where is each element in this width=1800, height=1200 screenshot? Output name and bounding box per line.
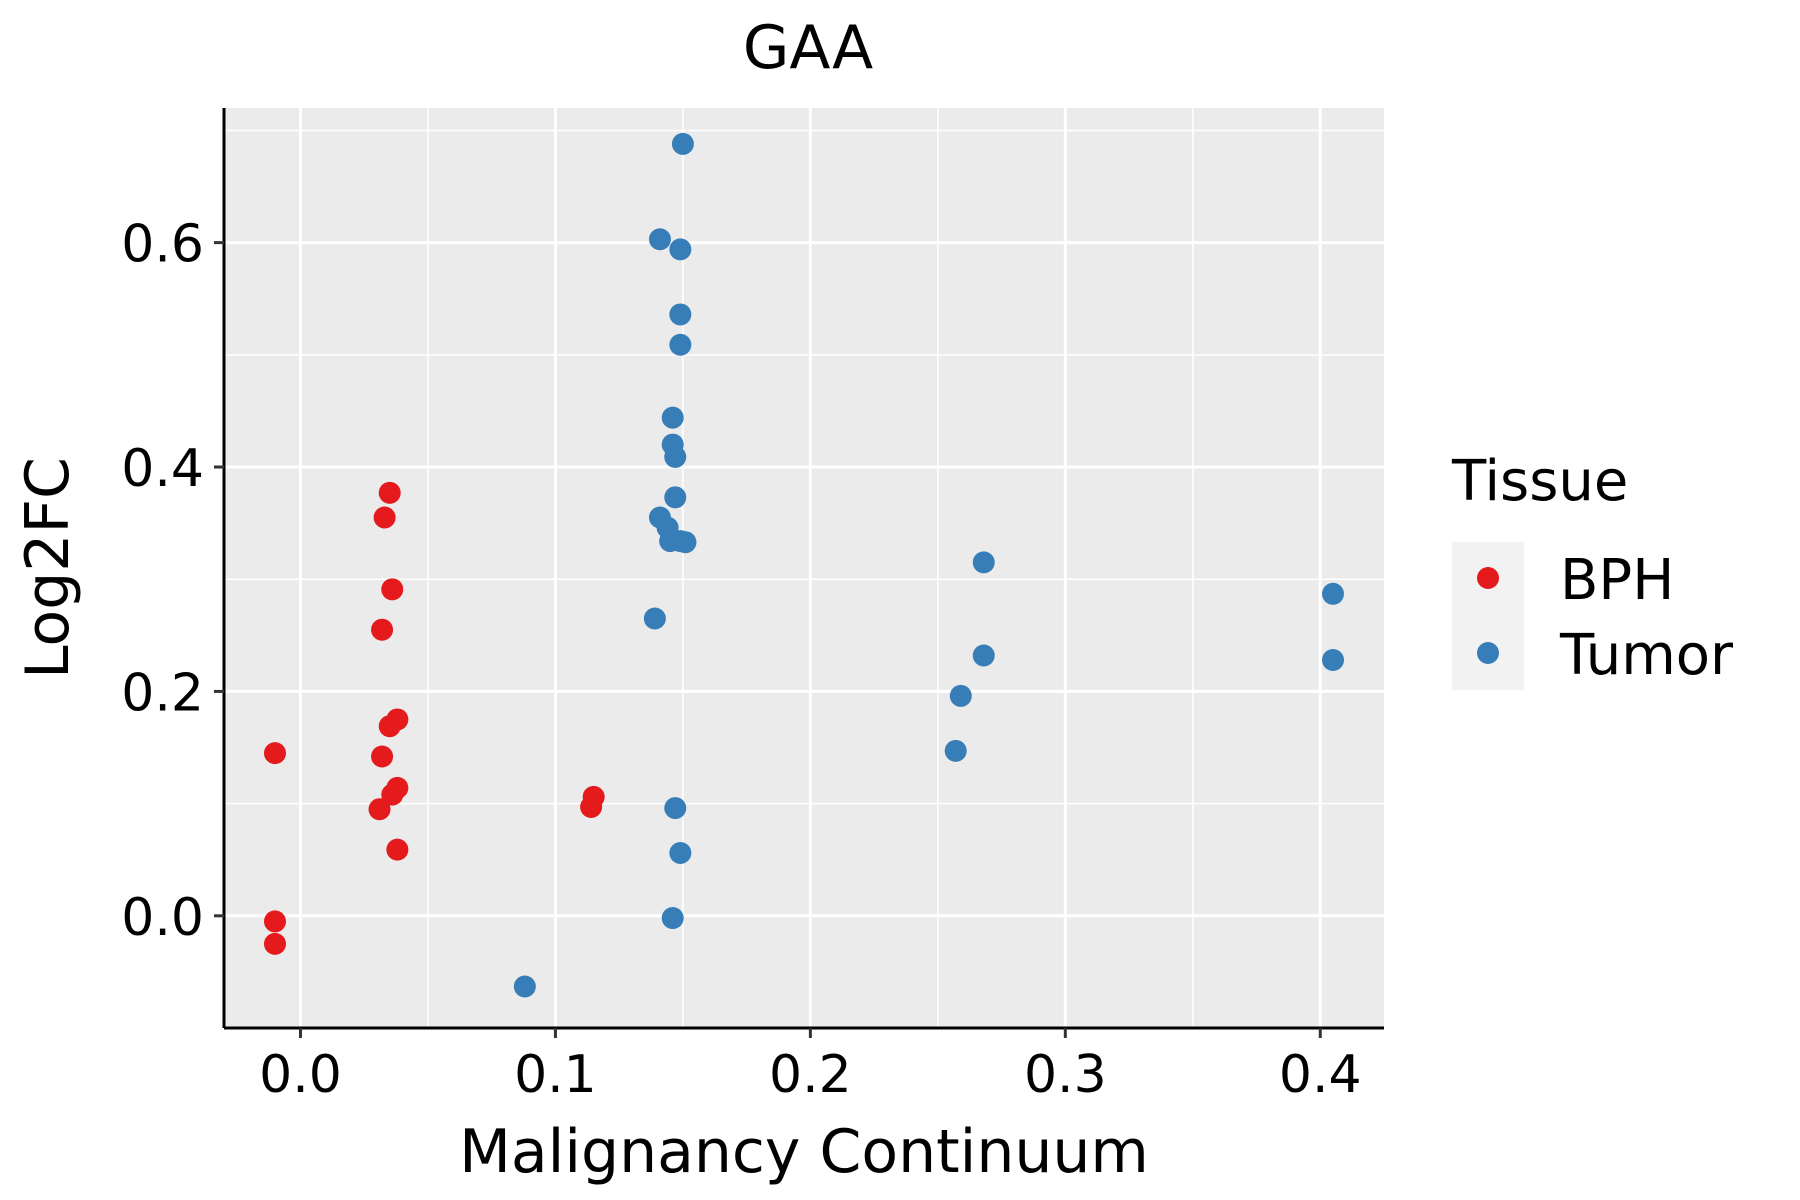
y-tick-label: 0.2 [121, 663, 204, 723]
legend-key-background [1452, 542, 1524, 690]
point-bph [580, 795, 603, 818]
point-tumor [1322, 649, 1345, 671]
y-tick-label: 0.0 [121, 888, 204, 948]
x-tick-label: 0.4 [1279, 1045, 1362, 1105]
plot-panel [224, 108, 1384, 1028]
legend-label-bph: BPH [1560, 548, 1674, 613]
y-axis-ticks: 0.0 0.2 0.4 0.6 [121, 215, 224, 948]
x-axis-ticks: 0.0 0.1 0.2 0.3 0.4 [259, 1028, 1362, 1105]
point-bph [263, 742, 286, 765]
y-tick-label: 0.4 [121, 439, 204, 499]
point-tumor [944, 739, 967, 762]
point-bph [371, 745, 394, 768]
point-tumor [669, 841, 692, 864]
y-axis-title: Log2FC [13, 457, 83, 679]
legend: Tissue BPH Tumor [1451, 449, 1734, 690]
point-bph [263, 910, 286, 933]
point-bph [371, 618, 394, 641]
point-bph [378, 715, 401, 738]
major-gridlines [224, 108, 1384, 1028]
point-tumor [972, 644, 995, 667]
x-tick-label: 0.2 [769, 1045, 852, 1105]
data-points [263, 132, 1345, 998]
point-tumor [669, 333, 692, 356]
legend-label-tumor: Tumor [1559, 623, 1734, 688]
x-axis-title: Malignancy Continuum [459, 1117, 1149, 1187]
x-tick-label: 0.0 [259, 1045, 342, 1105]
point-bph [381, 783, 404, 806]
point-tumor [664, 486, 687, 509]
chart-title: GAA [743, 13, 873, 83]
point-tumor [513, 975, 536, 998]
x-tick-label: 0.1 [514, 1045, 597, 1105]
y-tick-label: 0.6 [121, 215, 204, 275]
point-bph [373, 506, 396, 529]
legend-key-tumor [1477, 642, 1499, 664]
point-tumor [972, 551, 995, 574]
point-tumor [949, 684, 972, 707]
point-bph [381, 578, 404, 601]
point-tumor [664, 797, 687, 820]
point-tumor [671, 132, 694, 155]
point-tumor [661, 406, 684, 429]
point-tumor [648, 228, 671, 251]
legend-key-bph [1477, 567, 1499, 589]
point-bph [378, 481, 401, 504]
point-tumor [669, 238, 692, 261]
x-tick-label: 0.3 [1024, 1045, 1107, 1105]
legend-title: Tissue [1451, 449, 1628, 514]
point-tumor [661, 907, 684, 930]
point-tumor [643, 607, 666, 630]
point-tumor [669, 303, 692, 326]
point-bph [263, 932, 286, 955]
point-tumor [664, 445, 687, 468]
point-tumor [674, 531, 697, 554]
point-tumor [1322, 582, 1345, 605]
point-bph [386, 838, 409, 861]
point-bph [368, 798, 391, 821]
